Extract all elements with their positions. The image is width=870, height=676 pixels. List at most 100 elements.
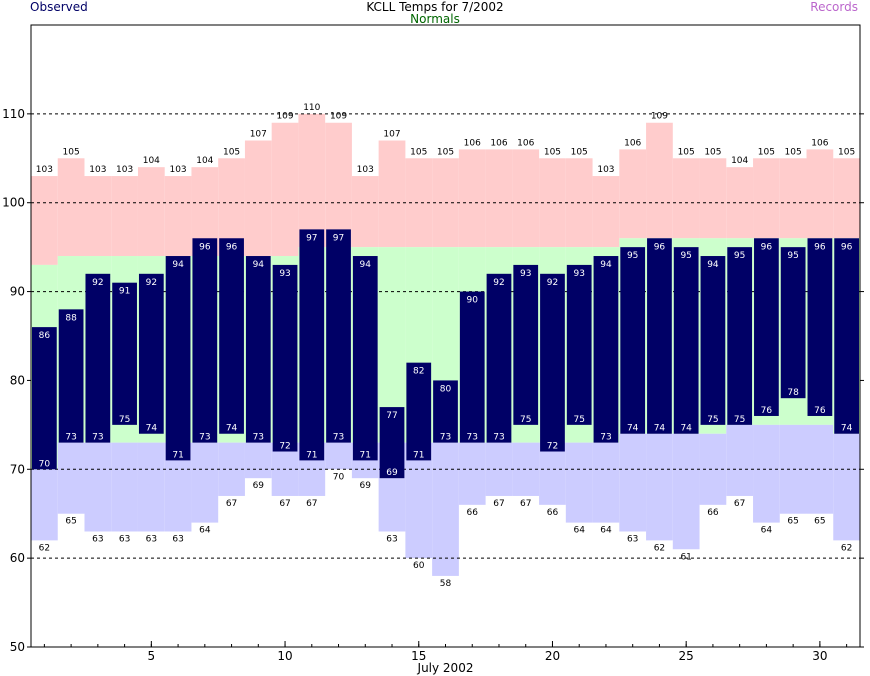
observed-low-label: 74 bbox=[680, 424, 692, 434]
observed-low-label: 73 bbox=[199, 433, 210, 443]
observed-high-label: 93 bbox=[279, 269, 290, 279]
record-high-label: 105 bbox=[758, 147, 775, 157]
record-low-label: 67 bbox=[226, 499, 237, 509]
observed-bar bbox=[219, 238, 244, 434]
record-high-band bbox=[31, 176, 58, 265]
observed-bar bbox=[326, 229, 351, 443]
record-high-band bbox=[833, 158, 860, 239]
record-high-label: 103 bbox=[89, 165, 106, 175]
observed-high-label: 96 bbox=[761, 242, 773, 252]
record-high-band bbox=[111, 176, 138, 257]
record-low-label: 62 bbox=[654, 543, 665, 553]
observed-low-label: 71 bbox=[306, 450, 317, 460]
axis-layer: 50 60 70 80 90 100 110 5 10 15 20 25 30 bbox=[2, 107, 864, 663]
record-high-band bbox=[512, 149, 540, 248]
record-low-label: 70 bbox=[333, 472, 345, 482]
observed-low-label: 74 bbox=[654, 424, 666, 434]
x-tick-label: 25 bbox=[679, 649, 694, 663]
record-low-band bbox=[31, 469, 58, 541]
record-low-band bbox=[432, 442, 459, 576]
record-low-band bbox=[646, 433, 673, 541]
record-low-label: 69 bbox=[253, 481, 265, 491]
observed-low-label: 74 bbox=[146, 424, 158, 434]
observed-bar bbox=[352, 256, 378, 461]
observed-low-label: 70 bbox=[39, 459, 51, 469]
record-low-label: 67 bbox=[734, 499, 745, 509]
observed-low-label: 74 bbox=[841, 424, 853, 434]
record-high-label: 105 bbox=[785, 147, 802, 157]
record-low-label: 62 bbox=[39, 543, 50, 553]
record-high-band bbox=[351, 176, 379, 248]
observed-low-label: 78 bbox=[787, 388, 799, 398]
observed-low-label: 72 bbox=[547, 442, 558, 452]
observed-high-label: 92 bbox=[146, 278, 157, 288]
observed-bar bbox=[647, 238, 672, 434]
observed-high-label: 96 bbox=[199, 242, 211, 252]
observed-low-label: 75 bbox=[734, 415, 745, 425]
x-tick-label: 30 bbox=[812, 649, 827, 663]
record-low-label: 66 bbox=[467, 508, 479, 518]
record-high-label: 105 bbox=[544, 147, 561, 157]
record-low-band bbox=[592, 442, 620, 523]
record-high-label: 105 bbox=[678, 147, 695, 157]
observed-low-label: 69 bbox=[386, 468, 398, 478]
record-high-label: 106 bbox=[811, 138, 828, 148]
record-low-band bbox=[325, 442, 352, 470]
record-low-label: 67 bbox=[493, 499, 504, 509]
record-low-label: 67 bbox=[279, 499, 290, 509]
record-low-band bbox=[833, 433, 860, 541]
record-low-label: 61 bbox=[680, 552, 691, 562]
observed-high-label: 93 bbox=[573, 269, 584, 279]
record-high-label: 106 bbox=[517, 138, 534, 148]
y-tick-label: 110 bbox=[2, 107, 25, 121]
x-axis-label: July 2002 bbox=[417, 661, 474, 675]
observed-low-label: 75 bbox=[520, 415, 531, 425]
observed-high-label: 88 bbox=[65, 313, 77, 323]
observed-low-label: 73 bbox=[493, 433, 504, 443]
observed-low-label: 73 bbox=[467, 433, 478, 443]
observed-high-label: 82 bbox=[413, 367, 424, 377]
observed-bar bbox=[433, 380, 458, 443]
observed-bar bbox=[700, 256, 726, 425]
observed-low-label: 74 bbox=[627, 424, 639, 434]
record-high-label: 105 bbox=[571, 147, 588, 157]
record-high-label: 103 bbox=[597, 165, 614, 175]
record-high-label: 103 bbox=[169, 165, 186, 175]
observed-high-label: 94 bbox=[360, 260, 372, 270]
record-high-label: 105 bbox=[63, 147, 80, 157]
record-high-label: 103 bbox=[36, 165, 53, 175]
observed-high-label: 94 bbox=[253, 260, 265, 270]
observed-low-label: 71 bbox=[413, 450, 424, 460]
record-high-label: 103 bbox=[357, 165, 374, 175]
x-tick-label: 10 bbox=[277, 649, 292, 663]
record-high-label: 105 bbox=[223, 147, 240, 157]
record-low-band bbox=[458, 442, 486, 505]
record-high-label: 106 bbox=[624, 138, 641, 148]
observed-bar bbox=[245, 256, 271, 443]
record-high-band bbox=[298, 113, 326, 248]
legend-records: Records bbox=[810, 0, 858, 14]
observed-low-label: 73 bbox=[600, 433, 611, 443]
record-high-band bbox=[458, 149, 486, 248]
record-low-band bbox=[539, 442, 566, 505]
record-high-band bbox=[485, 149, 513, 248]
record-high-band bbox=[753, 158, 780, 239]
record-high-label: 109 bbox=[276, 112, 293, 122]
record-low-label: 64 bbox=[761, 526, 773, 536]
x-tick-label: 15 bbox=[411, 649, 426, 663]
observed-bar bbox=[540, 273, 565, 452]
record-high-band bbox=[137, 167, 165, 257]
observed-high-label: 90 bbox=[467, 296, 479, 306]
observed-bar bbox=[593, 256, 619, 443]
record-low-band bbox=[84, 442, 112, 532]
record-high-label: 106 bbox=[490, 138, 507, 148]
observed-bar bbox=[807, 238, 833, 416]
observed-bar bbox=[299, 229, 325, 461]
record-low-label: 63 bbox=[172, 534, 183, 544]
record-low-band bbox=[672, 433, 700, 550]
data-label-layer: 103 86 70 62 105 88 73 65 103 92 73 63 103 91 75 63 104 9… bbox=[36, 103, 855, 589]
record-low-label: 60 bbox=[413, 561, 425, 571]
record-high-label: 104 bbox=[731, 156, 748, 166]
record-high-label: 109 bbox=[651, 112, 668, 122]
